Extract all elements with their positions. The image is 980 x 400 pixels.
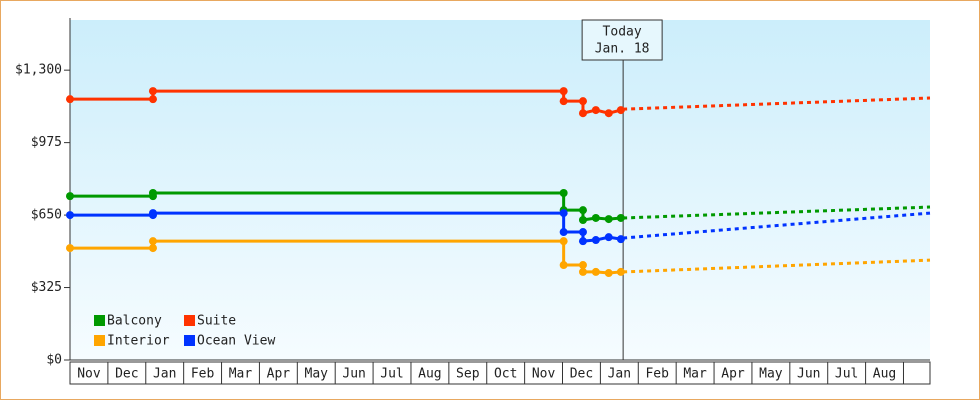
forecast-line bbox=[623, 205, 931, 220]
x-tick-label: Apr bbox=[267, 367, 291, 382]
x-tick-label: Feb bbox=[645, 367, 669, 382]
point bbox=[604, 109, 613, 118]
point bbox=[148, 237, 157, 246]
x-tick-label: Aug bbox=[873, 367, 896, 382]
point bbox=[578, 215, 587, 224]
x-tick-label: Dec bbox=[115, 367, 138, 382]
x-tick-label: Jul bbox=[380, 367, 403, 382]
y-tick-label: $650 bbox=[31, 208, 62, 223]
legend-swatch bbox=[94, 335, 105, 346]
x-tick-label: Jul bbox=[835, 367, 858, 382]
point bbox=[148, 209, 157, 218]
y-tick-label: $975 bbox=[31, 135, 62, 150]
x-tick-label: Jun bbox=[342, 367, 365, 382]
x-tick-label: Nov bbox=[77, 367, 101, 382]
point bbox=[559, 87, 568, 96]
x-tick-label: Oct bbox=[494, 367, 517, 382]
point bbox=[604, 233, 613, 242]
point bbox=[616, 106, 625, 115]
point bbox=[604, 269, 613, 278]
forecast-line bbox=[623, 258, 931, 274]
point bbox=[604, 215, 613, 224]
point bbox=[148, 244, 157, 253]
point bbox=[616, 213, 625, 222]
point bbox=[616, 235, 625, 244]
forecast-line bbox=[623, 96, 931, 111]
x-tick-label: Jan bbox=[153, 367, 176, 382]
legend-label: Ocean View bbox=[197, 334, 275, 349]
plot-area bbox=[70, 20, 930, 360]
x-tick-label: Nov bbox=[532, 367, 556, 382]
point bbox=[616, 267, 625, 276]
today-label: Today bbox=[603, 25, 642, 40]
point bbox=[591, 213, 600, 222]
point bbox=[66, 211, 74, 220]
point bbox=[559, 189, 568, 198]
today-label: Jan. 18 bbox=[595, 42, 650, 57]
x-tick-label: Apr bbox=[721, 367, 745, 382]
point bbox=[591, 267, 600, 276]
point bbox=[559, 237, 568, 246]
point bbox=[559, 261, 568, 270]
x-tick-label: May bbox=[305, 367, 329, 382]
point bbox=[578, 267, 587, 276]
point bbox=[578, 237, 587, 246]
point bbox=[148, 87, 157, 96]
point bbox=[559, 97, 568, 106]
legend-swatch bbox=[184, 315, 195, 326]
point bbox=[578, 228, 587, 237]
y-tick-label: $0 bbox=[46, 353, 62, 368]
x-tick-label: May bbox=[759, 367, 783, 382]
x-tick-label: Dec bbox=[570, 367, 593, 382]
point bbox=[148, 189, 157, 198]
point bbox=[578, 109, 587, 118]
x-tick-label: Jun bbox=[797, 367, 820, 382]
point bbox=[591, 106, 600, 115]
x-tick-label: Mar bbox=[229, 367, 253, 382]
point bbox=[578, 261, 587, 270]
y-tick-label: $1,300 bbox=[15, 63, 62, 78]
point bbox=[559, 209, 568, 218]
y-tick-label: $325 bbox=[31, 280, 62, 295]
legend-swatch bbox=[94, 315, 105, 326]
point bbox=[66, 192, 74, 201]
point bbox=[66, 244, 74, 253]
series-line bbox=[70, 89, 622, 116]
point bbox=[578, 206, 587, 215]
forecast-line bbox=[623, 211, 931, 240]
legend-label: Interior bbox=[107, 334, 170, 349]
point bbox=[578, 97, 587, 106]
point bbox=[559, 228, 568, 237]
x-tick-label: Mar bbox=[683, 367, 707, 382]
x-tick-label: Aug bbox=[418, 367, 441, 382]
point bbox=[148, 95, 157, 104]
legend-label: Suite bbox=[197, 314, 236, 329]
x-tick-label: Feb bbox=[191, 367, 215, 382]
today-box bbox=[581, 19, 663, 61]
point bbox=[591, 236, 600, 245]
point bbox=[66, 95, 74, 104]
x-tick-label: Jan bbox=[608, 367, 631, 382]
x-tick-label: Sep bbox=[456, 367, 480, 382]
legend-label: Balcony bbox=[107, 314, 162, 329]
legend-swatch bbox=[184, 335, 195, 346]
